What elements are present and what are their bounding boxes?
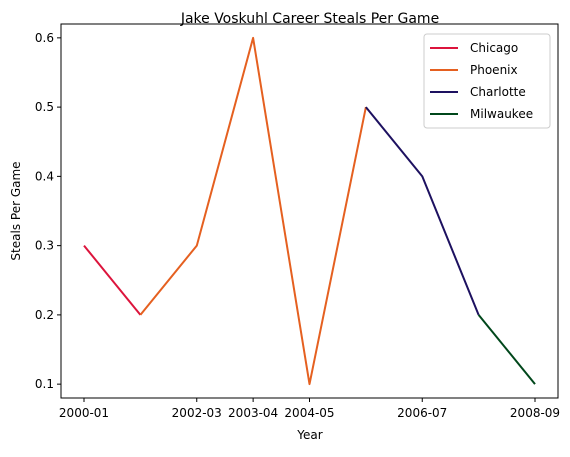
y-axis-label: Steals Per Game bbox=[9, 161, 23, 260]
x-tick-label: 2004-05 bbox=[284, 406, 334, 420]
legend-label: Chicago bbox=[470, 41, 518, 55]
legend-label: Charlotte bbox=[470, 85, 526, 99]
series-lines bbox=[83, 36, 536, 386]
series-line-milwaukee bbox=[477, 314, 536, 385]
legend-label: Milwaukee bbox=[470, 107, 533, 121]
x-tick-label: 2003-04 bbox=[228, 406, 278, 420]
x-tick-label: 2006-07 bbox=[397, 406, 447, 420]
legend-label: Phoenix bbox=[470, 63, 518, 77]
y-tick-label: 0.3 bbox=[35, 239, 54, 253]
x-tick-label: 2002-03 bbox=[172, 406, 222, 420]
y-tick-label: 0.5 bbox=[35, 100, 54, 114]
series-line-phoenix bbox=[139, 36, 367, 386]
y-tick-label: 0.4 bbox=[35, 169, 54, 183]
x-tick-label: 2008-09 bbox=[510, 406, 560, 420]
legend: Chicago Phoenix Charlotte Milwaukee bbox=[423, 33, 551, 129]
y-tick-label: 0.6 bbox=[35, 31, 54, 45]
y-tick-label: 0.2 bbox=[35, 308, 54, 322]
series-line-charlotte bbox=[365, 106, 480, 316]
x-axis-label: Year bbox=[296, 428, 322, 442]
x-axis: 2000-01 2002-03 2003-04 2004-05 2006-07 2008-… bbox=[59, 398, 560, 420]
chart-title: Jake Voskuhl Career Steals Per Game bbox=[180, 11, 439, 27]
legend-box bbox=[423, 33, 551, 129]
y-tick-label: 0.1 bbox=[35, 377, 54, 391]
x-tick-label: 2000-01 bbox=[59, 406, 109, 420]
y-axis: 0.1 0.2 0.3 0.4 0.5 0.6 bbox=[35, 31, 61, 391]
series-line-chicago bbox=[83, 244, 142, 316]
